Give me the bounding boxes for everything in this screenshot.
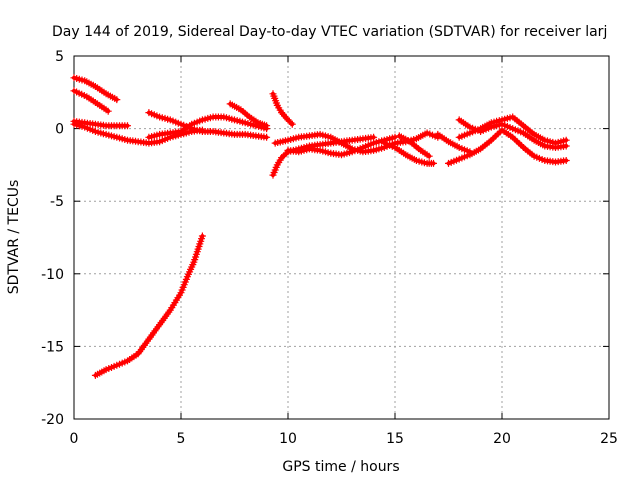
y-tick-label: -20 [41,412,64,428]
series-arc-7 [145,113,271,141]
data-point [562,142,570,150]
data-point [391,133,399,141]
data-point [288,120,296,128]
data-point [263,122,271,130]
series-arc-2 [70,87,112,115]
y-axis-label: SDTVAR / TECUs [6,180,22,295]
grid-lines [74,56,609,419]
data-point [430,159,437,167]
axis-ticks: 0 5 10 15 20 25 5 0 -5 -10 -15 -20 [41,49,618,447]
data-series [70,74,570,379]
series-arc-14 [395,132,433,160]
series-trace [93,234,205,378]
x-tick-label: 15 [386,431,404,447]
x-tick-label: 20 [493,431,511,447]
data-point [263,133,271,141]
series-arc-3 [70,117,131,130]
data-point [104,107,112,115]
data-point [562,157,570,164]
series-arc-16 [445,126,570,167]
series-arc-13 [380,139,437,167]
series-arc-5 [91,232,206,379]
y-tick-label: -5 [50,194,64,210]
series-arc-1 [70,74,121,104]
chart-title: Day 144 of 2019, Sidereal Day-to-day VTE… [52,24,607,40]
x-tick-label: 10 [279,431,297,447]
series-arc-18 [455,116,570,151]
series-arc-9 [269,90,296,128]
y-tick-label: -10 [41,267,64,283]
data-point [198,232,206,240]
data-point [287,119,295,127]
x-tick-label: 0 [70,431,79,447]
y-tick-label: 5 [55,49,64,65]
y-tick-label: 0 [55,122,64,138]
series-arc-8 [226,100,271,130]
data-point [425,152,433,160]
x-tick-label: 5 [177,431,186,447]
data-point [124,122,131,130]
data-point [113,96,121,104]
x-tick-label: 25 [600,431,618,447]
x-axis-label: GPS time / hours [282,459,399,475]
y-tick-label: -15 [41,339,64,355]
plot-frame [73,55,610,420]
